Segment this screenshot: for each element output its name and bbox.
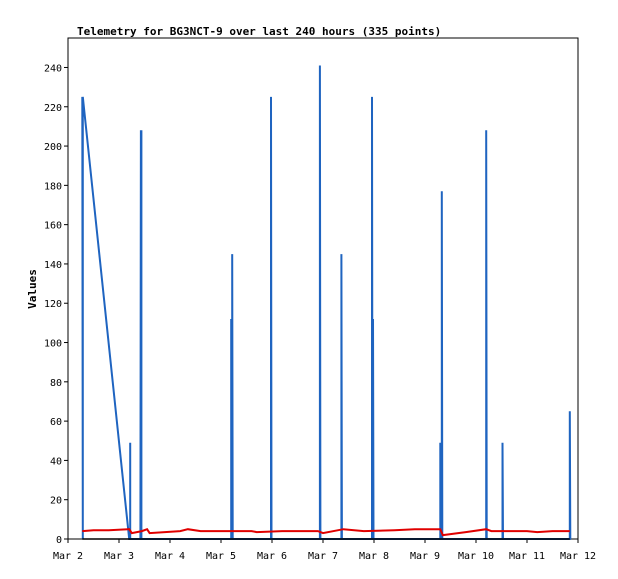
y-tick-label: 100 xyxy=(44,339,62,350)
y-tick-label: 0 xyxy=(56,535,62,546)
y-tick-label: 40 xyxy=(50,456,62,467)
x-tick-label: Mar 7 xyxy=(308,551,338,562)
y-tick-label: 140 xyxy=(44,260,62,271)
series-line-1 xyxy=(82,527,570,537)
y-tick-label: 60 xyxy=(50,417,62,428)
series-line-0 xyxy=(81,65,572,540)
y-tick-label: 220 xyxy=(44,103,62,114)
y-tick-label: 20 xyxy=(50,496,62,507)
y-tick-label: 160 xyxy=(44,221,62,232)
x-axis-ticks: Mar 2 Mar 3 Mar 4 Mar 5 Mar 6 Mar 7 Mar 8 Mar 9… xyxy=(53,539,596,562)
x-tick-label: Mar 5 xyxy=(206,551,236,562)
x-tick-label: Mar 9 xyxy=(410,551,440,562)
x-tick-label: Mar 11 xyxy=(509,551,545,562)
x-tick-label: Mar 8 xyxy=(359,551,389,562)
chart-title: Telemetry for BG3NCT-9 over last 240 hou… xyxy=(77,25,441,38)
series-layer xyxy=(81,65,572,540)
y-tick-label: 240 xyxy=(44,63,62,74)
y-tick-label: 120 xyxy=(44,299,62,310)
x-tick-label: Mar 3 xyxy=(104,551,134,562)
y-tick-label: 80 xyxy=(50,378,62,389)
x-tick-label: Mar 2 xyxy=(53,551,83,562)
x-tick-label: Mar 12 xyxy=(560,551,596,562)
x-tick-label: Mar 4 xyxy=(155,551,185,562)
x-tick-label: Mar 6 xyxy=(257,551,287,562)
y-tick-label: 200 xyxy=(44,142,62,153)
y-axis-label: Values xyxy=(26,269,39,309)
y-axis-ticks: 0 20 40 60 80 100 120 140 160 180 200 220 240 xyxy=(44,63,68,546)
x-tick-label: Mar 10 xyxy=(458,551,494,562)
y-tick-label: 180 xyxy=(44,181,62,192)
